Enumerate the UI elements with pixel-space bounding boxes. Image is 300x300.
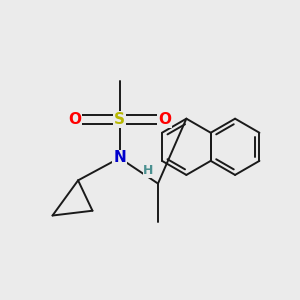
Text: O: O [68, 112, 81, 127]
Text: O: O [158, 112, 171, 127]
Text: S: S [114, 112, 125, 127]
Text: N: N [113, 151, 126, 166]
Text: H: H [143, 164, 154, 177]
